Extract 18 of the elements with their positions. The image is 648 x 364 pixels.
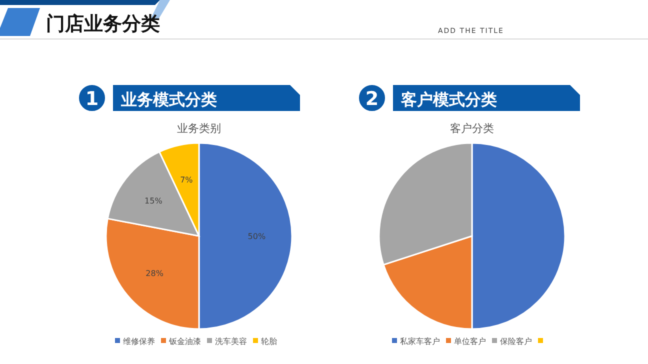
legend-label: 钣金油漆 [168,337,201,346]
data-label: 15% [144,196,163,206]
legend-label: 洗车美容 [215,337,247,346]
legend-label: 维修保养 [123,337,155,346]
text: 门店业务分类 [46,13,160,35]
data-label: 50% [248,232,266,241]
legend-label: 轮胎 [261,337,277,346]
chart-subtitle: 业务类别 [177,122,221,135]
legend-label: 私家车客户 [400,337,440,346]
chart-subtitle: 客户分类 [450,122,494,135]
chart-title: 客户模式分类 [400,90,497,109]
legend-label: 单位客户 [454,337,486,346]
legend-label: 保险客户 [500,337,532,346]
data-label: 28% [146,268,164,278]
data-label: 7% [180,176,194,185]
chart-title: 业务模式分类 [120,90,217,109]
text: 1 [85,88,99,110]
text: 2 [365,88,379,110]
